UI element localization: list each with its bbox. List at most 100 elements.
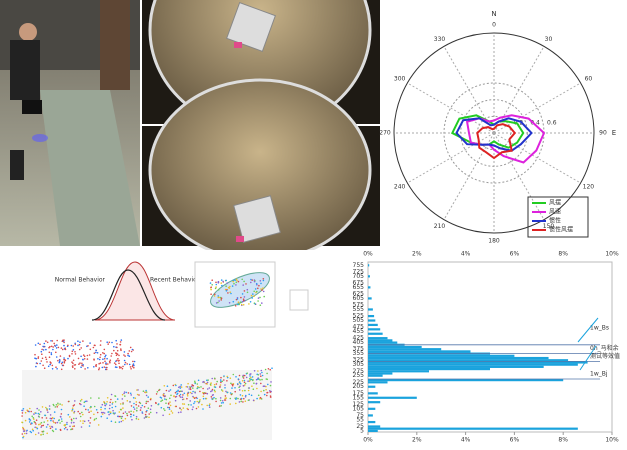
scatter-dot [115,366,117,368]
scatter-dot [120,367,122,369]
scatter-dot [130,411,132,413]
scatter-dot [255,303,257,305]
scatter-dot [230,377,232,379]
scatter-dot [210,286,212,288]
scatter-dot [122,366,124,368]
scatter-dot [231,384,233,386]
scatter-dot [51,346,53,348]
scatter-dot [46,361,48,363]
scatter-dot [63,345,65,347]
scatter-dot [179,391,181,393]
scatter-dot [248,394,250,396]
scatter-dot [56,344,58,346]
scatter-dot [87,409,89,411]
angle-label: 210 [434,223,446,230]
x-tick-label: 10% [605,437,619,444]
scatter-dot [250,301,252,303]
scatter-dot [51,426,53,428]
scatter-dot [164,385,166,387]
scatter-dot [232,281,234,283]
bar [368,425,380,427]
scatter-dot [238,378,240,380]
scatter-dot [21,415,23,417]
scatter-dot [82,420,84,422]
scatter-dot [131,419,133,421]
scatter-dot [71,422,73,424]
annotation-label: 1w_Bs [590,324,609,331]
scatter-dot [228,287,230,289]
scatter-dot [112,410,114,412]
scatter-dot [235,403,237,405]
scatter-dot [162,400,164,402]
scatter-dot [38,424,40,426]
scatter-dot [57,360,59,362]
scatter-dot [226,376,228,378]
scatter-dot [229,286,231,288]
y-tick-label: 325 [353,357,365,364]
scatter-dot [244,390,246,392]
scatter-dot [245,383,247,385]
scatter-dot [190,392,192,394]
scatter-dot [41,351,43,353]
scatter-dot [199,399,201,401]
scatter-dot [248,399,250,401]
angle-label: 240 [394,184,406,191]
bar [368,355,514,357]
scatter-dot [255,288,257,290]
scatter-dot [93,358,95,360]
legend-label: 惯性 [549,217,561,225]
scatter-dot [120,409,122,411]
scatter-dot [133,411,135,413]
scatter-dot [132,349,134,351]
scatter-dot [187,395,189,397]
scatter-dot [219,386,221,388]
scatter-dot [41,422,43,424]
scatter-dot [225,280,227,282]
scatter-dot [220,379,222,381]
scatter-dot [242,395,244,397]
scatter-dot [240,394,242,396]
scatter-dot [163,394,165,396]
scatter-dot [49,346,51,348]
scatter-dot [110,411,112,413]
scatter-dot [126,413,128,415]
scatter-dot [234,279,236,281]
scatter-dot [251,385,253,387]
scatter-dot [50,428,52,430]
scatter-dot [102,352,104,354]
scatter-dot [38,409,40,411]
scatter-dot [182,396,184,398]
scatter-dot [102,404,104,406]
scatter-dot [34,427,36,429]
scatter-dot [44,343,46,345]
scatter-dot [246,377,248,379]
scatter-dot [59,362,61,364]
scatter-dot [236,280,238,282]
scatter-dot [33,418,35,420]
scatter-dot [129,350,131,352]
scatter-dot [192,406,194,408]
scatter-dot [122,368,124,370]
scatter-dot [226,290,228,292]
scatter-dot [52,430,54,432]
scatter-dot [52,349,54,351]
scatter-dot [110,359,112,361]
scatter-dot [116,360,118,362]
scatter-dot [116,355,118,357]
scatter-dot [260,280,262,282]
scatter-dot [198,402,200,404]
scatter-dot [63,339,65,341]
scatter-dot [138,405,140,407]
y-tick-label: 525 [353,313,365,320]
scatter-dot [44,415,46,417]
scatter-dot [107,397,109,399]
scatter-dot [256,398,258,400]
scatter-dot [191,393,193,395]
scatter-dot [140,407,142,409]
scatter-dot [69,426,71,428]
scatter-dot [258,285,260,287]
bar [368,350,470,352]
scatter-dot [229,302,231,304]
scatter-dot [122,403,124,405]
scatter-dot [102,412,104,414]
